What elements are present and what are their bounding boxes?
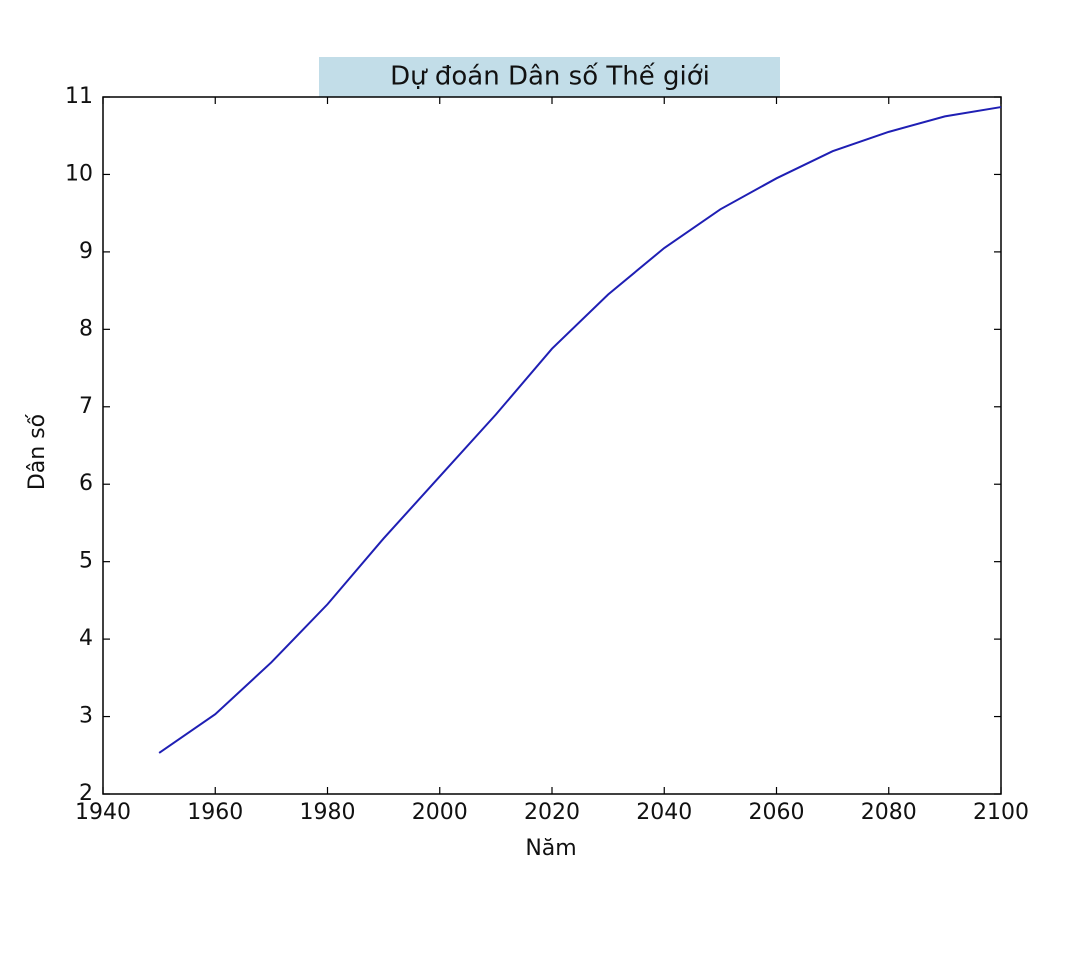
x-tick-label: 2060 [749,800,805,825]
plot-frame [102,96,1002,795]
y-tick-label: 6 [79,471,93,496]
chart-title: Dự đoán Dân số Thế giới [390,62,710,92]
y-tick-label: 4 [79,626,93,651]
y-axis-label: Dân số [25,413,50,490]
x-axis-label: Năm [525,836,576,861]
x-tick-label: 2080 [861,800,917,825]
x-tick-label: 1940 [75,800,131,825]
x-tick-label: 1980 [300,800,356,825]
y-tick-label: 8 [79,316,93,341]
x-tick-label: 2000 [412,800,468,825]
y-tick-label: 11 [65,84,93,109]
y-tick-label: 2 [79,781,93,806]
y-tick-label: 7 [79,394,93,419]
x-tick-label: 2040 [636,800,692,825]
line-series [158,106,1002,754]
y-tick-label: 10 [65,161,93,186]
y-tick-label: 5 [79,549,93,574]
x-tick-label: 1960 [187,800,243,825]
y-tick-label: 3 [79,704,93,729]
x-tick-label: 2100 [973,800,1029,825]
y-tick-label: 9 [79,239,93,264]
title-box [319,57,780,97]
x-tick-label: 2020 [524,800,580,825]
